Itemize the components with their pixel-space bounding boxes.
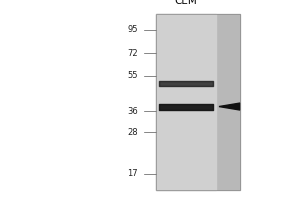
Bar: [156, 14, 240, 190]
Text: CEM: CEM: [175, 0, 197, 6]
Text: 55: 55: [128, 71, 138, 80]
Bar: [156, 14, 240, 190]
Bar: [156, 14, 216, 190]
Polygon shape: [219, 103, 240, 110]
Text: 95: 95: [128, 25, 138, 34]
Text: 17: 17: [128, 169, 138, 178]
Text: 72: 72: [128, 49, 138, 58]
Text: 28: 28: [128, 128, 138, 137]
Text: 36: 36: [127, 107, 138, 116]
